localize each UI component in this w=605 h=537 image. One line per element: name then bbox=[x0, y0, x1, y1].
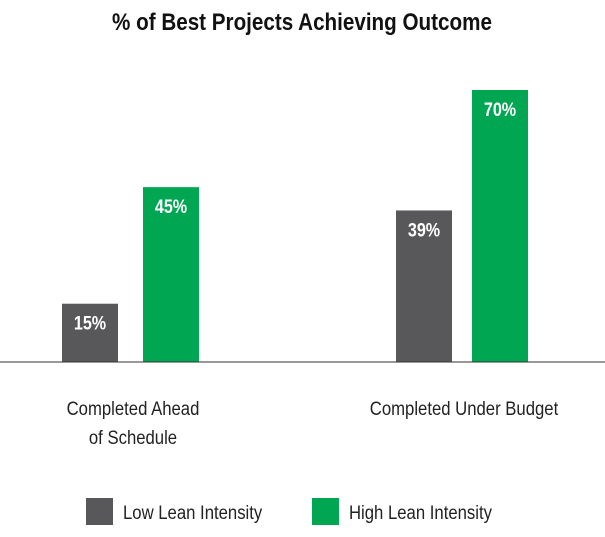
category-label: Completed Under Budget bbox=[370, 398, 558, 419]
legend-label: High Lean Intensity bbox=[349, 502, 492, 523]
legend-label: Low Lean Intensity bbox=[123, 502, 262, 523]
category-label: Completed Ahead bbox=[67, 398, 200, 419]
bar-high-1 bbox=[472, 90, 528, 362]
chart-title: % of Best Projects Achieving Outcome bbox=[112, 9, 492, 36]
category-label: of Schedule bbox=[89, 427, 177, 448]
bar-low-1 bbox=[396, 210, 452, 362]
data-label: 39% bbox=[408, 219, 441, 241]
data-label: 45% bbox=[155, 196, 188, 218]
legend-swatch bbox=[86, 498, 113, 525]
data-label: 15% bbox=[74, 312, 107, 334]
data-label: 70% bbox=[484, 99, 517, 121]
legend-swatch bbox=[312, 498, 339, 525]
bar-high-0 bbox=[143, 187, 199, 362]
bar-low-0 bbox=[62, 303, 118, 362]
